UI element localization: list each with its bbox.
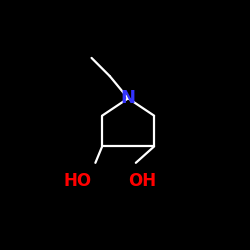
Text: OH: OH xyxy=(128,172,156,190)
Text: N: N xyxy=(120,89,136,107)
Text: HO: HO xyxy=(63,172,91,190)
